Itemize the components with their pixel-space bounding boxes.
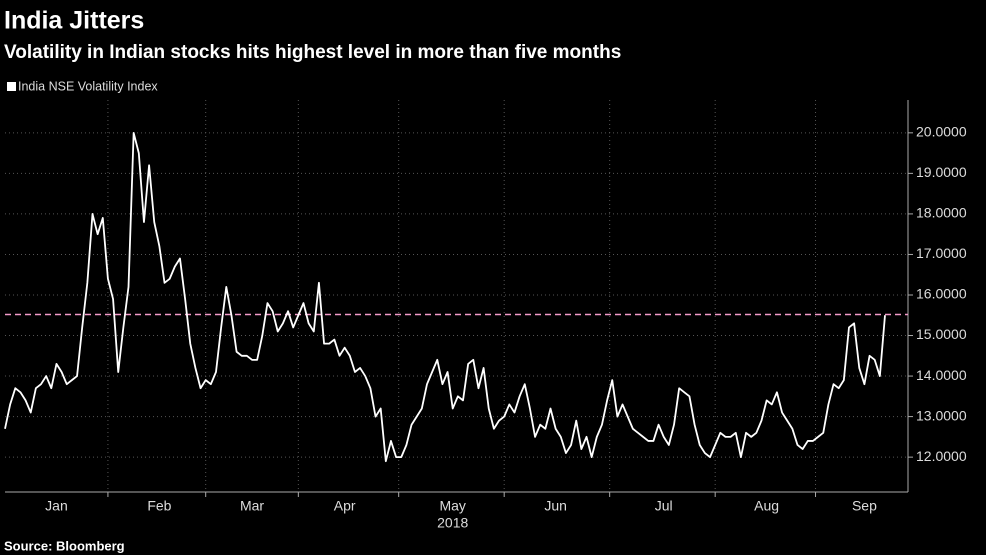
x-tick-label: Feb (147, 498, 171, 514)
y-tick-label: 18.0000 (916, 205, 967, 221)
x-tick-label: Jun (544, 498, 567, 514)
x-tick-label: Mar (240, 498, 264, 514)
y-tick-label: 16.0000 (916, 286, 967, 302)
y-tick-label: 12.0000 (916, 448, 967, 464)
x-tick-label: Aug (754, 498, 779, 514)
chart-title: India Jitters (4, 7, 144, 35)
y-tick-label: 14.0000 (916, 367, 967, 383)
chart-subtitle: Volatility in Indian stocks hits highest… (4, 42, 621, 63)
x-tick-label: Sep (852, 498, 877, 514)
x-tick-label: Apr (334, 498, 356, 514)
y-tick-label: 15.0000 (916, 326, 967, 342)
legend-swatch (7, 82, 16, 91)
source: Source: Bloomberg (4, 538, 125, 553)
y-tick-label: 13.0000 (916, 407, 967, 423)
y-tick-label: 17.0000 (916, 245, 967, 261)
x-tick-label: Jul (655, 498, 673, 514)
year-label: 2018 (437, 515, 468, 531)
x-tick-label: Jan (45, 498, 68, 514)
legend-label: India NSE Volatility Index (18, 79, 158, 93)
x-tick-label: May (439, 498, 465, 514)
series-line (4, 131, 886, 463)
y-tick-label: 19.0000 (916, 164, 967, 180)
y-tick-label: 20.0000 (916, 124, 967, 140)
